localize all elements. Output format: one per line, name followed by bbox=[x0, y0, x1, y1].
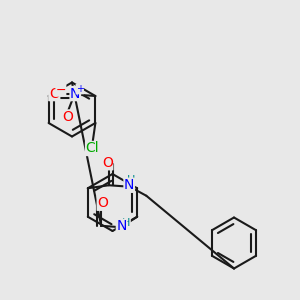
Text: +: + bbox=[76, 84, 84, 94]
Text: H: H bbox=[127, 175, 136, 185]
Text: O: O bbox=[62, 110, 73, 124]
Text: O: O bbox=[97, 196, 108, 210]
Text: O: O bbox=[102, 156, 113, 170]
Text: N: N bbox=[70, 87, 80, 100]
Text: H: H bbox=[122, 218, 130, 228]
Text: N: N bbox=[116, 219, 127, 233]
Text: −: − bbox=[56, 83, 66, 97]
Text: O: O bbox=[49, 87, 60, 100]
Text: Cl: Cl bbox=[85, 142, 99, 155]
Text: N: N bbox=[124, 178, 134, 192]
